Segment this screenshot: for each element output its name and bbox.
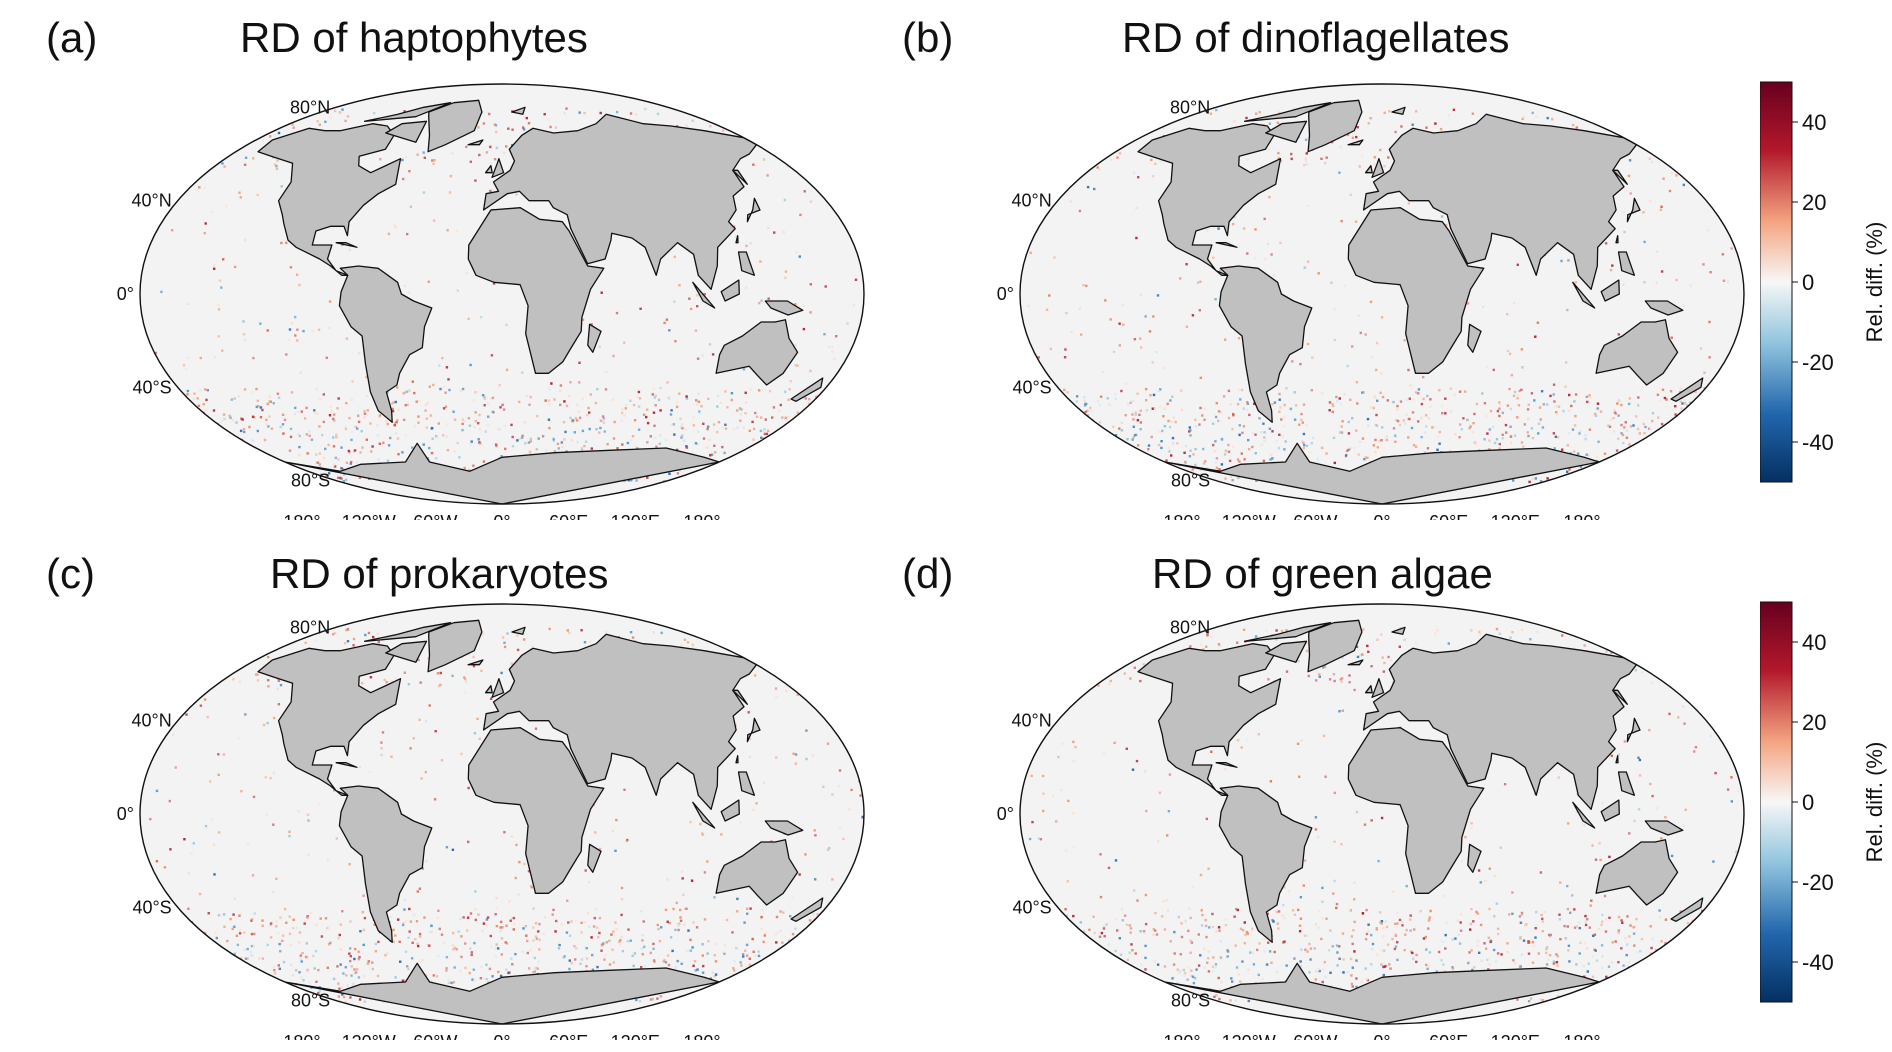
map-frame	[1019, 603, 1745, 1025]
land-masses	[1137, 99, 1704, 504]
colorbar-tick-label: 40	[1802, 630, 1826, 655]
lon-label: 120°E	[611, 1032, 660, 1040]
map-frame	[139, 83, 865, 505]
lon-label: 180°	[1163, 1032, 1200, 1040]
panel-letter: (c)	[46, 550, 95, 597]
panel-title: RD of dinoflagellates	[1122, 14, 1510, 61]
lat-label: 40°S	[1012, 897, 1051, 917]
world-map: 80°N 40°N 0° 40°S 80°S 180° 120°W 60°W 0° 60°E 120…	[117, 603, 865, 1040]
lon-label: 180°	[1563, 1032, 1600, 1040]
lon-label: 180°	[1563, 512, 1600, 520]
colorbar-tick-label: -20	[1802, 350, 1834, 375]
lon-label: 120°W	[342, 1032, 396, 1040]
lat-label: 80°S	[1171, 991, 1210, 1011]
lat-label: 80°S	[291, 471, 330, 491]
lon-label: 0°	[1373, 1032, 1390, 1040]
colorbar-title: Rel. diff. (%)	[1862, 222, 1887, 343]
panel-title: RD of haptophytes	[240, 14, 588, 61]
lat-label: 40°S	[132, 377, 171, 397]
lon-label: 120°W	[1222, 512, 1276, 520]
lat-label: 80°N	[1170, 617, 1210, 637]
world-map: 80°N 40°N 0° 40°S 80°S 180° 120°W 60°W 0° 60°E 120…	[997, 603, 1745, 1040]
colorbar-tick-label: -40	[1802, 430, 1834, 455]
lon-label: 60°E	[1429, 1032, 1468, 1040]
land-masses	[1137, 619, 1704, 1024]
lat-label: 40°N	[1011, 711, 1051, 731]
lon-label: 60°E	[549, 512, 588, 520]
world-map: 80°N 40°N 0° 40°S 80°S 180° 120°W 60°W 0° 60°E 120…	[997, 83, 1745, 520]
panel-letter: (a)	[46, 14, 98, 61]
lat-label: 0°	[117, 804, 134, 824]
panel-title: RD of prokaryotes	[270, 550, 609, 597]
colorbar-gradient	[1760, 601, 1793, 1003]
panel-haptophytes: (a) RD of haptophytes 80°N 40°N 0° 40°S 80°S…	[0, 0, 880, 520]
world-map: 80°N 40°N 0° 40°S 80°S 180° 120°W 60°W 0° 60°E 120…	[117, 83, 865, 520]
panel-prokaryotes: (c) RD of prokaryotes 80°N 40°N 0° 40°S 80°S…	[0, 520, 880, 1052]
colorbar-tick-label: 20	[1802, 710, 1826, 735]
lon-label: 180°	[683, 1032, 720, 1040]
lat-label: 0°	[117, 284, 134, 304]
lat-label: 40°N	[1011, 191, 1051, 211]
colorbar-top: 40 20 0 -20 -40 Rel. diff. (%)	[1760, 81, 1887, 483]
lon-label: 120°E	[1491, 1032, 1540, 1040]
lon-label: 120°E	[1491, 512, 1540, 520]
lat-label: 80°N	[1170, 97, 1210, 117]
colorbar-tick-label: -20	[1802, 870, 1834, 895]
colorbar-bottom: 40 20 0 -20 -40 Rel. diff. (%)	[1760, 601, 1887, 1003]
lon-label: 0°	[493, 1032, 510, 1040]
panel-green-algae: (d) RD of green algae 80°N 40°N 0° 40°S 80°S…	[880, 520, 1760, 1052]
lon-label: 120°E	[611, 512, 660, 520]
colorbar-tick-label: -40	[1802, 950, 1834, 975]
colorbar-tick-label: 0	[1802, 270, 1814, 295]
map-frame	[139, 603, 865, 1025]
lon-label: 60°E	[549, 1032, 588, 1040]
lat-label: 80°N	[290, 97, 330, 117]
lat-label: 40°S	[132, 897, 171, 917]
lat-label: 0°	[997, 804, 1014, 824]
panel-letter: (d)	[902, 550, 954, 597]
lon-label: 60°W	[1293, 512, 1337, 520]
colorbar-tick-label: 20	[1802, 190, 1826, 215]
land-masses	[257, 99, 824, 504]
lon-label: 180°	[683, 512, 720, 520]
lon-label: 60°W	[1293, 1032, 1337, 1040]
lon-label: 180°	[1163, 512, 1200, 520]
lon-label: 120°W	[342, 512, 396, 520]
lon-label: 60°W	[413, 512, 457, 520]
lat-label: 40°S	[1012, 377, 1051, 397]
panel-title: RD of green algae	[1152, 550, 1493, 597]
rd-noise	[154, 107, 858, 484]
land-masses	[257, 619, 824, 1024]
colorbar-tick-label: 40	[1802, 110, 1826, 135]
lon-label: 120°W	[1222, 1032, 1276, 1040]
lon-label: 0°	[1373, 512, 1390, 520]
lat-label: 40°N	[131, 711, 171, 731]
panel-dinoflagellates: (b) RD of dinoflagellates 80°N 40°N 0° 40°S…	[880, 0, 1760, 520]
panel-letter: (b)	[902, 14, 954, 61]
lat-label: 80°N	[290, 617, 330, 637]
colorbar-tick-label: 0	[1802, 790, 1814, 815]
colorbar-gradient	[1760, 81, 1793, 483]
lon-label: 180°	[283, 1032, 320, 1040]
lon-label: 180°	[283, 512, 320, 520]
lat-label: 0°	[997, 284, 1014, 304]
map-frame	[1019, 83, 1745, 505]
lat-label: 80°S	[291, 991, 330, 1011]
lat-label: 40°N	[131, 191, 171, 211]
lon-label: 60°W	[413, 1032, 457, 1040]
colorbar-title: Rel. diff. (%)	[1862, 742, 1887, 863]
lat-label: 80°S	[1171, 471, 1210, 491]
lon-label: 60°E	[1429, 512, 1468, 520]
lon-label: 0°	[493, 512, 510, 520]
